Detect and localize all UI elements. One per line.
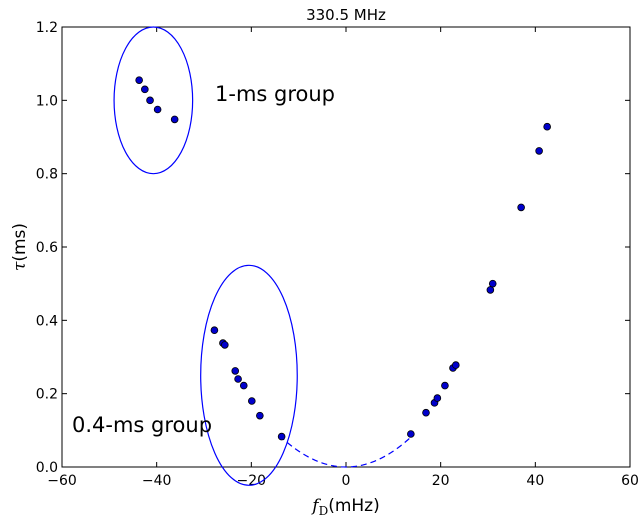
data-point xyxy=(422,408,430,417)
x-tick-label: 60 xyxy=(621,473,639,489)
x-tick-label: 0 xyxy=(342,473,351,489)
fit-curve-layer xyxy=(279,435,413,468)
data-point xyxy=(239,381,248,390)
data-point xyxy=(231,367,240,375)
data-point xyxy=(441,381,449,390)
y-tick-label: 0.2 xyxy=(36,387,58,403)
y-tick-label: 0.0 xyxy=(36,460,58,476)
group-label-04ms: 0.4-ms group xyxy=(72,413,212,437)
data-point xyxy=(486,286,495,294)
data-points-layer xyxy=(135,76,551,441)
y-axis-label: τ(ms) xyxy=(10,223,30,271)
x-axis-label: fD(mHz) xyxy=(310,496,379,518)
chart-title: 330.5 MHz xyxy=(306,6,386,24)
x-tick-label: −60 xyxy=(47,473,77,489)
axis-ticks: −60 −40 −20 0 20 40 600.00.20.40.60.81.01.2 xyxy=(36,20,639,489)
x-axis-symbol: f xyxy=(310,496,321,516)
data-point xyxy=(248,397,256,405)
y-tick-label: 0.6 xyxy=(36,240,58,256)
group-ellipse-1 xyxy=(200,264,298,486)
y-tick-label: 0.8 xyxy=(36,167,58,183)
data-point xyxy=(146,96,154,105)
data-point xyxy=(256,411,264,420)
x-tick-label: 20 xyxy=(432,473,450,489)
plot-frame xyxy=(61,26,631,468)
y-tick-label: 0.4 xyxy=(36,313,58,329)
data-point xyxy=(277,432,286,441)
data-point xyxy=(221,341,229,349)
y-tick-label: 1.0 xyxy=(36,93,58,109)
data-point xyxy=(543,122,551,131)
y-tick-label: 1.2 xyxy=(36,20,58,36)
y-axis-unit: (ms) xyxy=(10,223,30,262)
data-point xyxy=(433,394,442,402)
data-point xyxy=(407,430,415,438)
data-point xyxy=(452,361,460,369)
data-point xyxy=(153,105,162,114)
group-label-1ms: 1-ms group xyxy=(215,82,335,106)
y-axis-symbol: τ xyxy=(10,261,30,271)
data-point xyxy=(135,76,143,84)
data-point xyxy=(234,375,242,383)
fit-curve xyxy=(279,435,413,468)
data-point xyxy=(535,147,543,155)
data-point xyxy=(170,115,179,124)
x-tick-label: 40 xyxy=(526,473,544,489)
data-point xyxy=(488,279,497,288)
group-ellipses-layer xyxy=(113,26,298,486)
x-tick-label: −40 xyxy=(142,473,172,489)
group-ellipse-0 xyxy=(113,26,194,175)
data-point xyxy=(517,203,525,212)
data-point xyxy=(210,326,219,335)
data-point xyxy=(141,85,149,94)
x-axis-unit: (mHz) xyxy=(328,496,380,516)
x-axis-subscript: D xyxy=(319,504,329,518)
